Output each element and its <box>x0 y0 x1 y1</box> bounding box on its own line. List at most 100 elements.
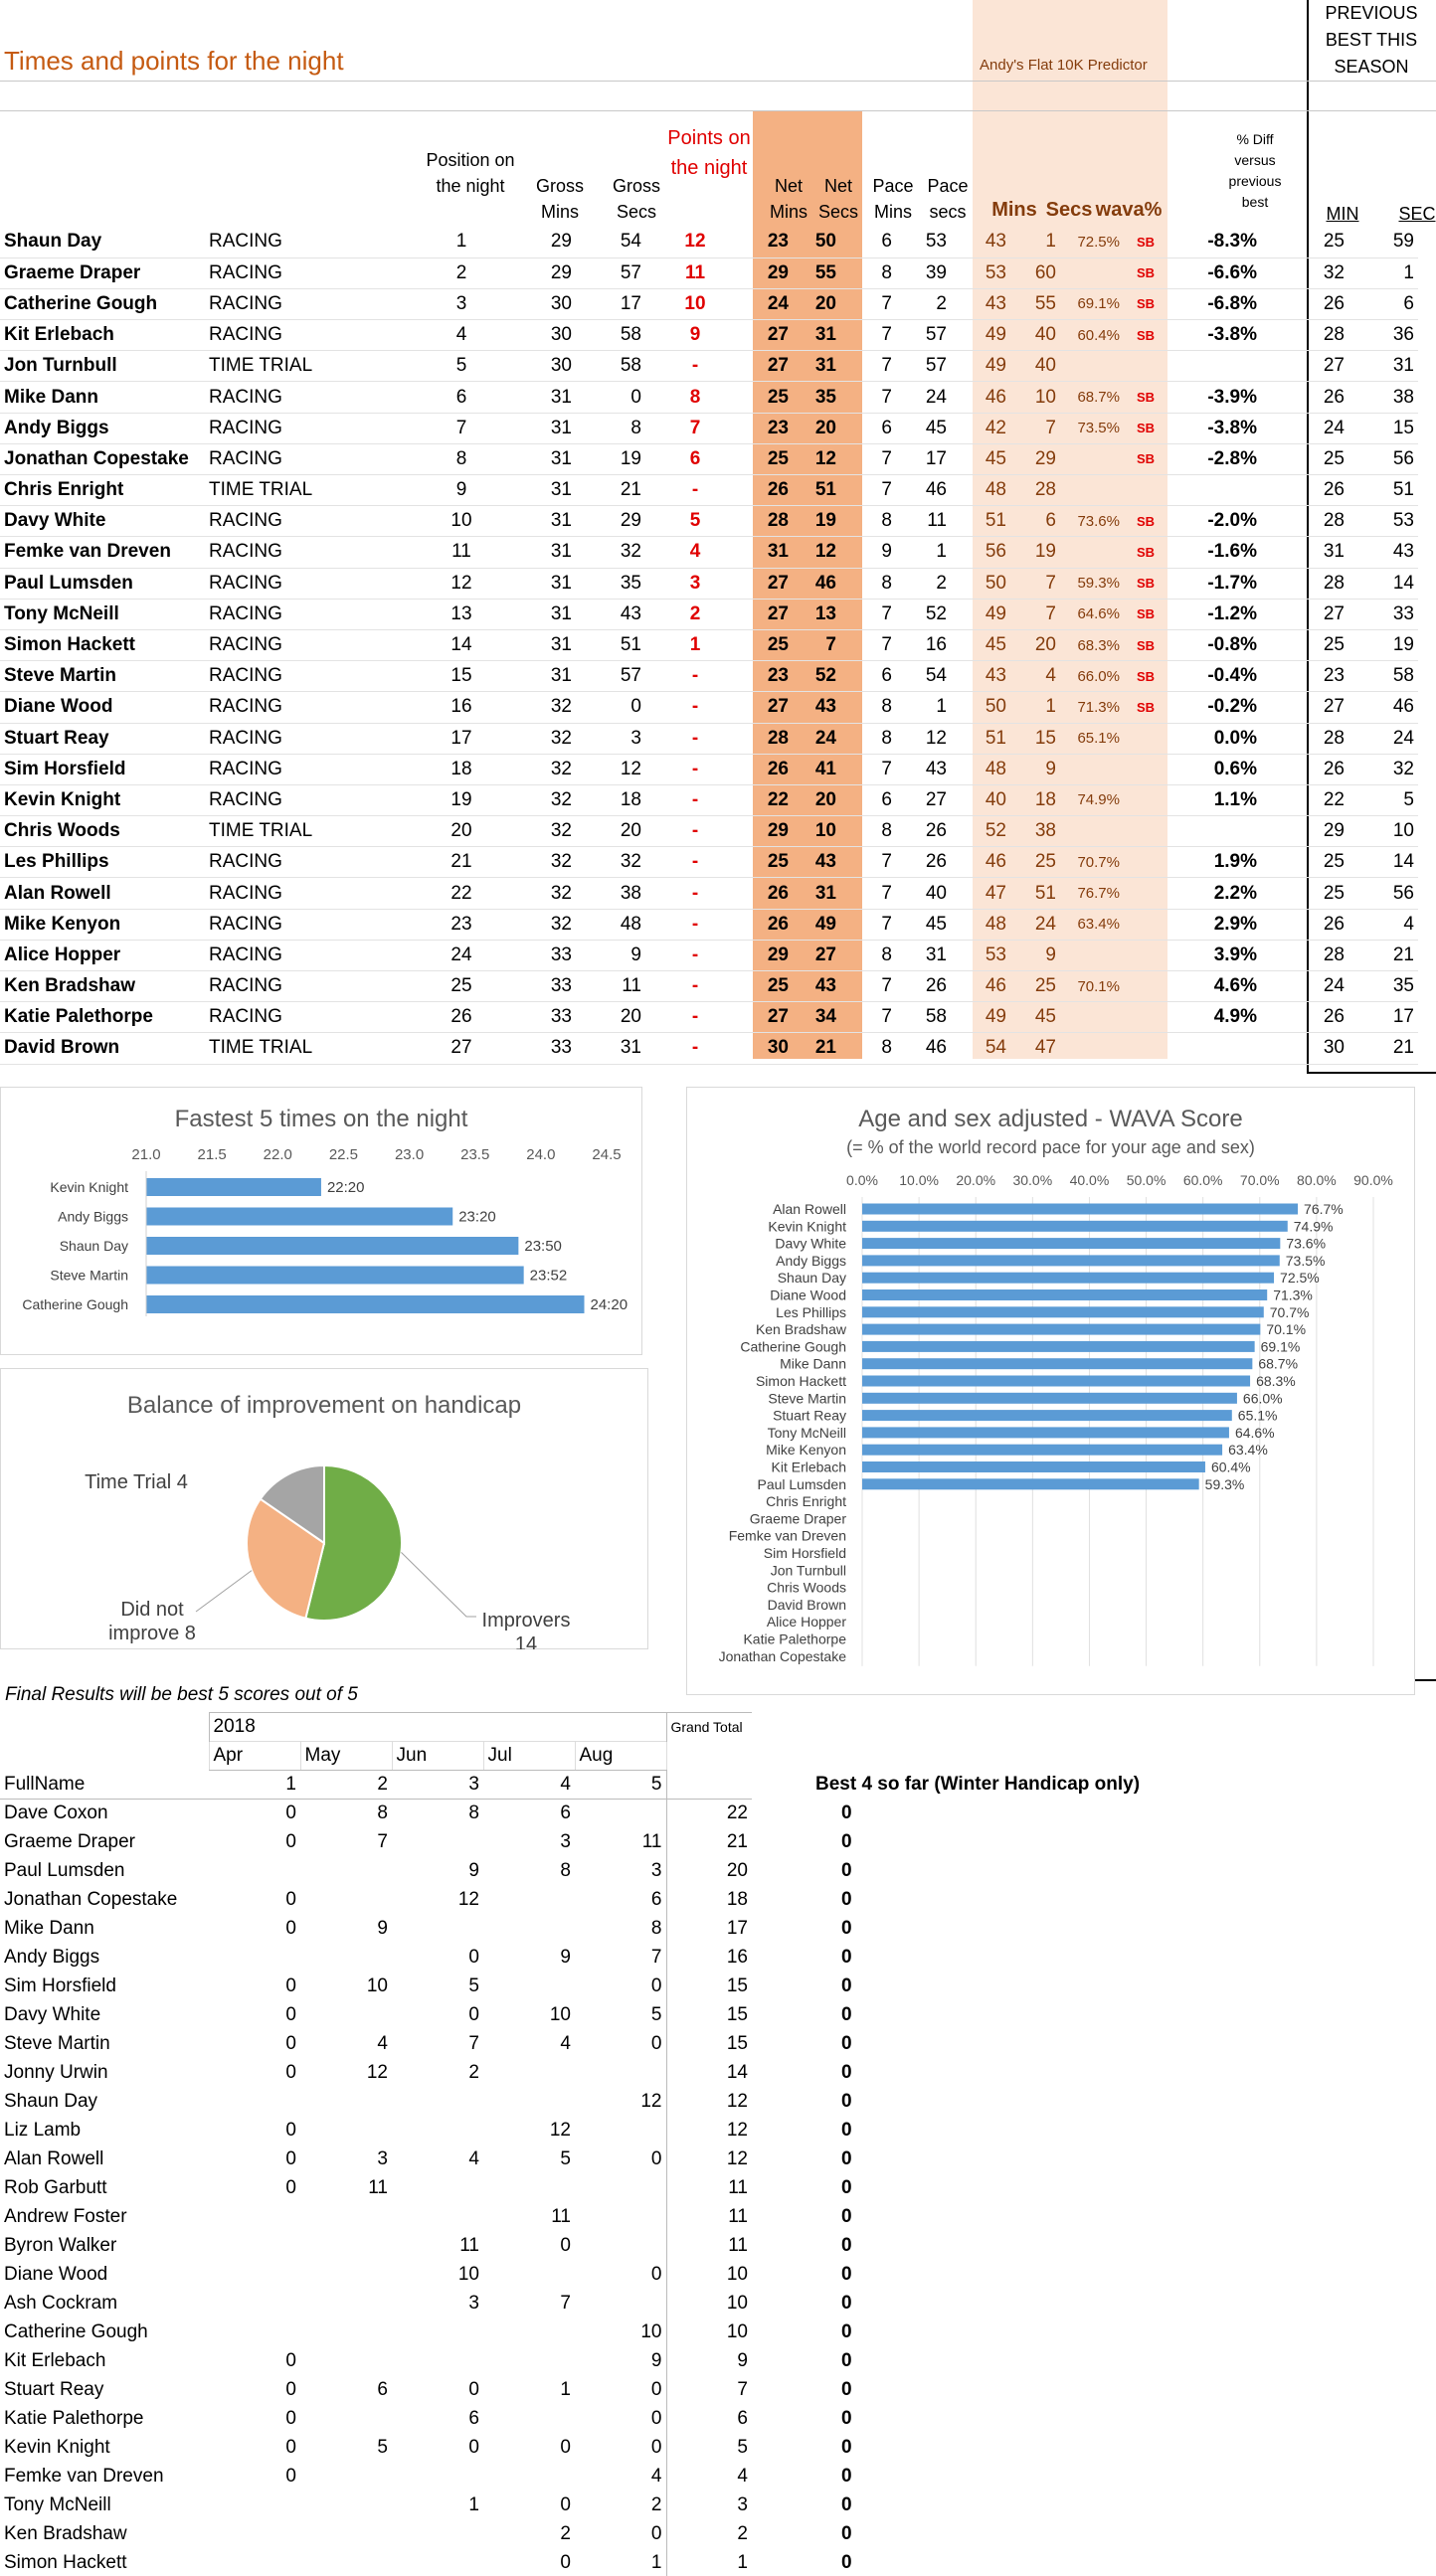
pivot-best4: 0 <box>841 2408 852 2429</box>
spacer <box>1261 660 1289 693</box>
position: 21 <box>417 846 506 879</box>
header-wava: wava% <box>1095 199 1163 221</box>
category-label: Stuart Reay <box>773 1408 846 1424</box>
pivot-best4: 0 <box>841 2062 852 2083</box>
net-mins: 24 <box>745 288 793 321</box>
pivot-score: 3 <box>377 2148 388 2169</box>
predicted-secs: 29 <box>1010 443 1060 476</box>
runner-name: Mike Kenyon <box>0 909 205 941</box>
pace-secs: 46 <box>896 474 951 507</box>
pivot-best4: 0 <box>841 1860 852 1881</box>
pct-diff: 0.0% <box>1167 723 1261 755</box>
predicted-mins: 43 <box>951 227 1010 258</box>
spacer <box>1261 443 1289 476</box>
net-mins: 27 <box>745 1001 793 1034</box>
pivot-name: Kevin Knight <box>4 2437 110 2458</box>
pct-diff: 3.9% <box>1167 940 1261 972</box>
best-mins: 26 <box>1289 474 1348 507</box>
predicted-mins: 42 <box>951 413 1010 444</box>
x-tick-label: 24.5 <box>592 1146 621 1163</box>
predicted-secs: 40 <box>1010 350 1060 383</box>
pivot-total: 17 <box>665 1914 752 1944</box>
race-type: RACING <box>205 319 417 352</box>
pivot-score <box>575 2203 666 2232</box>
best-secs: 38 <box>1348 381 1418 414</box>
gross-mins: 33 <box>506 940 576 972</box>
predicted-secs: 25 <box>1010 970 1060 1003</box>
position: 23 <box>417 909 506 941</box>
net-mins: 27 <box>745 350 793 383</box>
pivot-total: 3 <box>665 2490 752 2520</box>
race-type: RACING <box>205 754 417 785</box>
pivot-best4: 0 <box>841 2321 852 2342</box>
wava-score <box>1060 940 1124 972</box>
pivot-score: 4 <box>468 2148 479 2169</box>
best-mins: 26 <box>1289 754 1348 785</box>
pivot-score <box>209 2491 300 2520</box>
pivot-score: 0 <box>285 2379 296 2400</box>
pivot-score <box>392 2463 483 2491</box>
gross-secs: 3 <box>576 723 645 755</box>
net-secs: 24 <box>793 723 840 755</box>
pivot-score: 6 <box>468 2408 479 2429</box>
category-label: Catherine Gough <box>22 1296 128 1312</box>
x-tick-label: 10.0% <box>899 1172 939 1188</box>
wava-score <box>1060 443 1124 476</box>
wava-score <box>1060 258 1124 289</box>
predicted-mins: 51 <box>951 505 1010 538</box>
pace-mins: 8 <box>840 258 896 289</box>
net-secs: 35 <box>793 381 840 414</box>
header-gross-secs: Gross Secs <box>612 176 660 222</box>
pivot-row: Liz Lamb 0 12 12 0 <box>0 2116 1144 2146</box>
fastest-times-chart-panel: Fastest 5 times on the night 21.0 21.5 22.… <box>0 1087 642 1355</box>
result-row: Jonathan Copestake RACING 8 31 19 6 25 12 7 17 45 2… <box>0 443 1418 476</box>
wava-score: 70.7% <box>1060 846 1124 879</box>
pivot-total: 4 <box>665 2462 752 2491</box>
gross-secs: 9 <box>576 940 645 972</box>
result-row: Sim Horsfield RACING 18 32 12-26 41 7 43 48 9 0.6%… <box>0 754 1418 785</box>
pivot-score <box>483 1886 575 1915</box>
pivot-spacer <box>752 2030 811 2059</box>
position: 8 <box>417 443 506 476</box>
result-row: Diane Wood RACING 16 32 0-27 43 8 1 50 1 71.3% SB -0… <box>0 691 1418 724</box>
runner-name: Kit Erlebach <box>0 319 205 352</box>
best-mins: 25 <box>1289 629 1348 662</box>
net-mins: 29 <box>745 258 793 289</box>
pivot-row: Femke van Dreven 0 4 4 0 <box>0 2462 1144 2491</box>
pace-mins: 6 <box>840 413 896 444</box>
pace-secs: 12 <box>896 723 951 755</box>
pivot-name: Steve Martin <box>4 2033 110 2054</box>
runner-name: Paul Lumsden <box>0 568 205 600</box>
position: 6 <box>417 381 506 414</box>
pace-mins: 8 <box>840 723 896 755</box>
gross-mins: 31 <box>506 474 576 507</box>
pivot-score: 10 <box>549 2004 571 2025</box>
pace-secs: 31 <box>896 940 951 972</box>
pivot-score: 5 <box>650 2004 662 2025</box>
pivot-best4: 0 <box>841 2494 852 2515</box>
runner-name: Sim Horsfield <box>0 754 205 785</box>
runner-name: Shaun Day <box>0 227 205 258</box>
predicted-mins: 52 <box>951 815 1010 848</box>
race-type: RACING <box>205 505 417 538</box>
pivot-row: Byron Walker 11 0 11 0 <box>0 2231 1144 2261</box>
category-label: Andy Biggs <box>58 1209 128 1225</box>
pivot-score: 0 <box>650 1975 662 1996</box>
predicted-secs: 7 <box>1010 413 1060 444</box>
result-row: Ken Bradshaw RACING 25 33 11-25 43 7 26 46 25 70.1… <box>0 970 1418 1003</box>
category-label: Sim Horsfield <box>764 1545 846 1561</box>
spacer <box>1261 877 1289 910</box>
gross-secs: 35 <box>576 568 645 600</box>
position: 12 <box>417 568 506 600</box>
wava-score <box>1060 815 1124 848</box>
position: 22 <box>417 877 506 910</box>
predicted-mins: 56 <box>951 536 1010 569</box>
pivot-score: 0 <box>560 2235 571 2256</box>
points: - <box>645 350 745 383</box>
predicted-secs: 10 <box>1010 381 1060 414</box>
wava-bar <box>862 1461 1205 1472</box>
gross-secs: 48 <box>576 909 645 941</box>
pace-mins: 7 <box>840 288 896 321</box>
predicted-secs: 15 <box>1010 723 1060 755</box>
pivot-best4: 0 <box>841 2004 852 2025</box>
